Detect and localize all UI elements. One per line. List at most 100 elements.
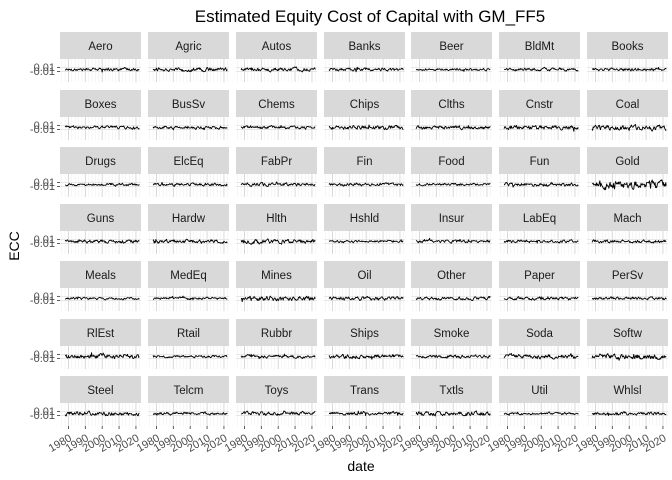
facet-aero: Aero <box>60 32 141 82</box>
series-line-bldmt <box>504 66 579 72</box>
facet-labeq: LabEq <box>499 204 580 254</box>
facet-hlth: Hlth <box>236 204 317 254</box>
facet-plot-area <box>411 117 492 140</box>
facet-strip <box>60 376 141 403</box>
facet-drugs: Drugs <box>60 147 141 197</box>
facet-strip-label: Mach <box>613 213 641 225</box>
series-line-chips <box>328 124 404 131</box>
facet-bussv: BusSv <box>148 90 229 140</box>
series-line-aero <box>65 67 140 73</box>
facet-plot-area <box>60 117 141 140</box>
facet-plot-area <box>411 59 492 82</box>
facet-strip <box>60 90 141 117</box>
facet-strip <box>499 90 580 117</box>
series-line-banks <box>328 66 404 73</box>
facet-strip-label: Mines <box>261 270 292 282</box>
y-tick-label: -0.01 <box>30 410 55 422</box>
facet-strip <box>236 204 317 231</box>
facet-strip <box>587 90 668 117</box>
series-line-gold <box>592 179 667 191</box>
facet-fin: Fin <box>324 147 405 197</box>
facet-plot-area <box>60 59 141 82</box>
facet-strip <box>148 147 229 174</box>
facet-strip-label: Chems <box>258 99 295 111</box>
facet-strip-label: Toys <box>265 385 289 397</box>
series-line-meals <box>65 296 140 301</box>
facet-strip-label: Other <box>437 270 466 282</box>
facet-fun: Fun <box>499 147 580 197</box>
facet-plot-area <box>411 346 492 369</box>
facet-plot-area <box>148 346 229 369</box>
facet-strip-label: Chips <box>350 99 380 111</box>
series-line-ships <box>328 353 404 360</box>
series-line-telcm <box>152 411 228 416</box>
series-line-rtail <box>152 354 228 359</box>
facet-strip-label: Fun <box>530 156 550 168</box>
series-line-mines <box>240 295 316 303</box>
facet-strip <box>324 147 405 174</box>
facet-strip-label: Fin <box>357 156 373 168</box>
facet-mach: Mach <box>587 204 668 254</box>
series-line-trans <box>328 410 404 416</box>
facet-strip-label: Paper <box>524 270 555 282</box>
series-line-guns <box>64 239 140 244</box>
series-line-whlsl <box>591 411 667 416</box>
series-line-cnstr <box>503 124 579 132</box>
series-line-boxes <box>64 125 140 130</box>
facet-plot-area <box>411 174 492 197</box>
facet-strip <box>411 32 492 59</box>
y-tick-label: -0.01 <box>30 181 55 193</box>
facet-strip <box>148 32 229 59</box>
facet-strip-label: Txtls <box>439 385 464 397</box>
series-line-fabpr <box>240 181 316 188</box>
series-line-coal <box>591 123 667 132</box>
facet-strip <box>499 319 580 346</box>
facet-strip-label: Hlth <box>266 213 286 225</box>
facet-strip-label: Ships <box>350 328 379 340</box>
series-line-hardw <box>152 238 228 244</box>
series-line-paper <box>503 296 579 301</box>
facet-strip-label: RlEst <box>87 328 115 340</box>
facet-strip <box>148 204 229 231</box>
y-tick-label: 0.01 <box>34 234 55 246</box>
facet-plot-area <box>587 288 668 311</box>
facet-strip-label: Banks <box>349 41 381 53</box>
facet-strip-label: Books <box>612 41 644 53</box>
facet-strip-label: Agric <box>175 41 201 53</box>
facet-plot-area <box>324 403 405 426</box>
y-axis-title: ECC <box>6 231 22 261</box>
facet-insur: Insur <box>411 204 492 254</box>
facet-plot-area <box>324 117 405 140</box>
series-line-rubbr <box>240 353 316 360</box>
facet-strip-label: Hardw <box>172 213 206 225</box>
facet-strip <box>60 147 141 174</box>
facet-plot-area <box>148 117 229 140</box>
facet-plot-area <box>499 231 580 254</box>
y-tick-label: 0.01 <box>34 291 55 303</box>
facet-other: Other <box>411 261 492 311</box>
series-line-txtls <box>415 410 491 417</box>
facet-strip-label: Util <box>531 385 548 397</box>
y-tick-label: -0.01 <box>30 124 55 136</box>
series-line-mach <box>591 239 667 244</box>
facet-cnstr: Cnstr <box>499 90 580 140</box>
y-tick-label: -0.01 <box>30 238 55 250</box>
facet-banks: Banks <box>324 32 405 82</box>
facet-chips: Chips <box>324 90 405 140</box>
facet-strip-label: Gold <box>615 156 639 168</box>
facet-plot-area <box>60 288 141 311</box>
y-tick-label: -0.01 <box>30 66 55 78</box>
facet-strip <box>499 147 580 174</box>
facet-plot-area <box>324 174 405 197</box>
facet-strip-label: Steel <box>87 385 113 397</box>
facet-strip-label: Autos <box>262 41 292 53</box>
facet-strip <box>236 319 317 346</box>
series-line-toys <box>240 410 316 416</box>
facet-plot-area <box>499 174 580 197</box>
facet-strip <box>236 32 317 59</box>
facet-strip <box>411 376 492 403</box>
facet-plot-area <box>324 59 405 82</box>
facet-strip <box>236 90 317 117</box>
series-line-oil <box>328 295 404 302</box>
series-line-agric <box>152 67 228 73</box>
